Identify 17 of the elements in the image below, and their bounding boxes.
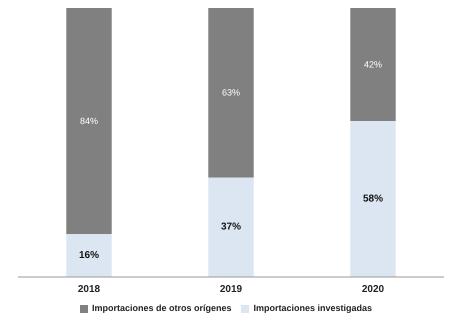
bar xyxy=(208,8,254,178)
bar xyxy=(66,8,112,234)
x-tick-label: 2019 xyxy=(220,284,243,296)
data-label: 63% xyxy=(222,88,240,98)
legend-label: Importaciones de otros orígenes xyxy=(92,303,232,313)
x-tick-label: 2020 xyxy=(362,284,385,296)
legend-label: Importaciones investigadas xyxy=(253,303,372,313)
data-label: 84% xyxy=(80,116,98,126)
x-tick-label: 2018 xyxy=(78,284,101,296)
bar xyxy=(350,120,396,277)
bar xyxy=(350,8,396,121)
data-label: 16% xyxy=(78,250,100,261)
data-label: 58% xyxy=(362,193,384,204)
bar xyxy=(208,177,254,277)
data-label: 37% xyxy=(220,222,242,233)
data-label: 42% xyxy=(364,59,382,70)
bar xyxy=(66,234,112,277)
